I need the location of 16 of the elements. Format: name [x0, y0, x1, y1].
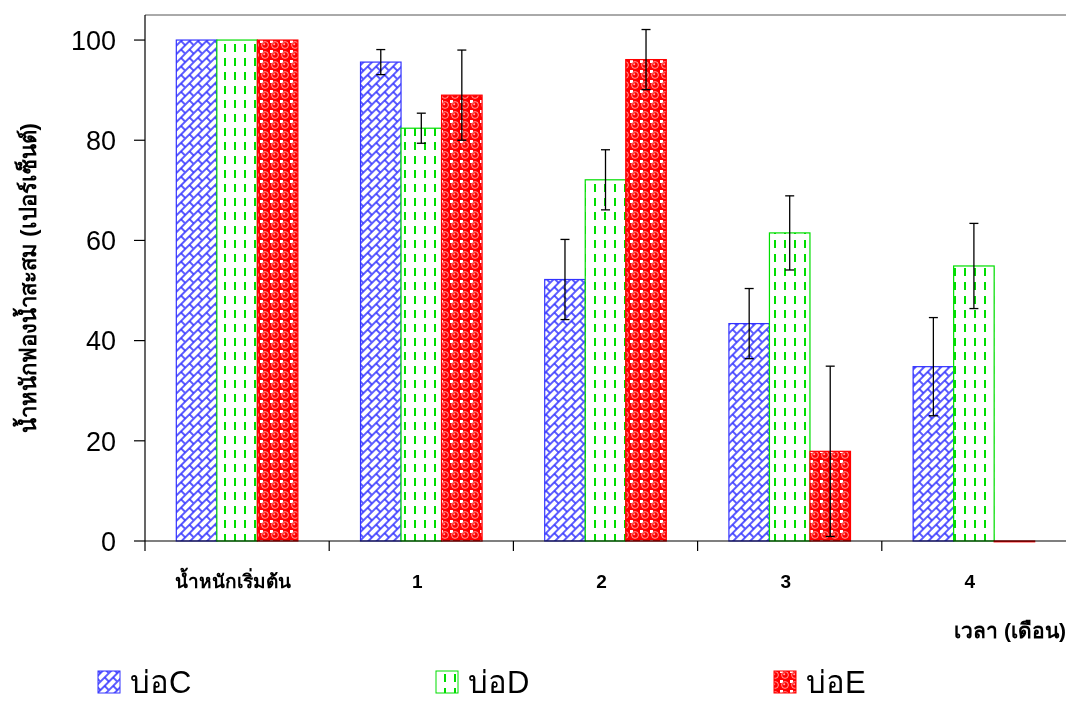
legend-label: บ่อD — [468, 665, 530, 701]
y-tick-label: 0 — [100, 526, 116, 557]
y-tick-label: 80 — [85, 125, 116, 156]
y-tick-label: 20 — [85, 426, 116, 457]
x-axis-title: เวลา (เดือน) — [954, 619, 1066, 642]
x-tick-label: 1 — [412, 571, 424, 592]
x-tick-label: น้ำหนักเริ่มต้น — [175, 567, 292, 592]
legend-label: บ่อC — [130, 665, 192, 701]
y-tick-label: 60 — [85, 226, 116, 257]
legend-label: บ่อE — [806, 665, 866, 701]
y-tick-label: 100 — [70, 25, 116, 56]
y-tick-label: 40 — [85, 326, 116, 357]
y-axis-title: น้ำหนักฟองน้ำสะสม (เปอร์เซ็นต์) — [12, 123, 41, 433]
x-tick-label: 4 — [964, 571, 976, 592]
x-tick-label: 3 — [780, 571, 791, 592]
x-tick-label: 2 — [596, 571, 607, 592]
